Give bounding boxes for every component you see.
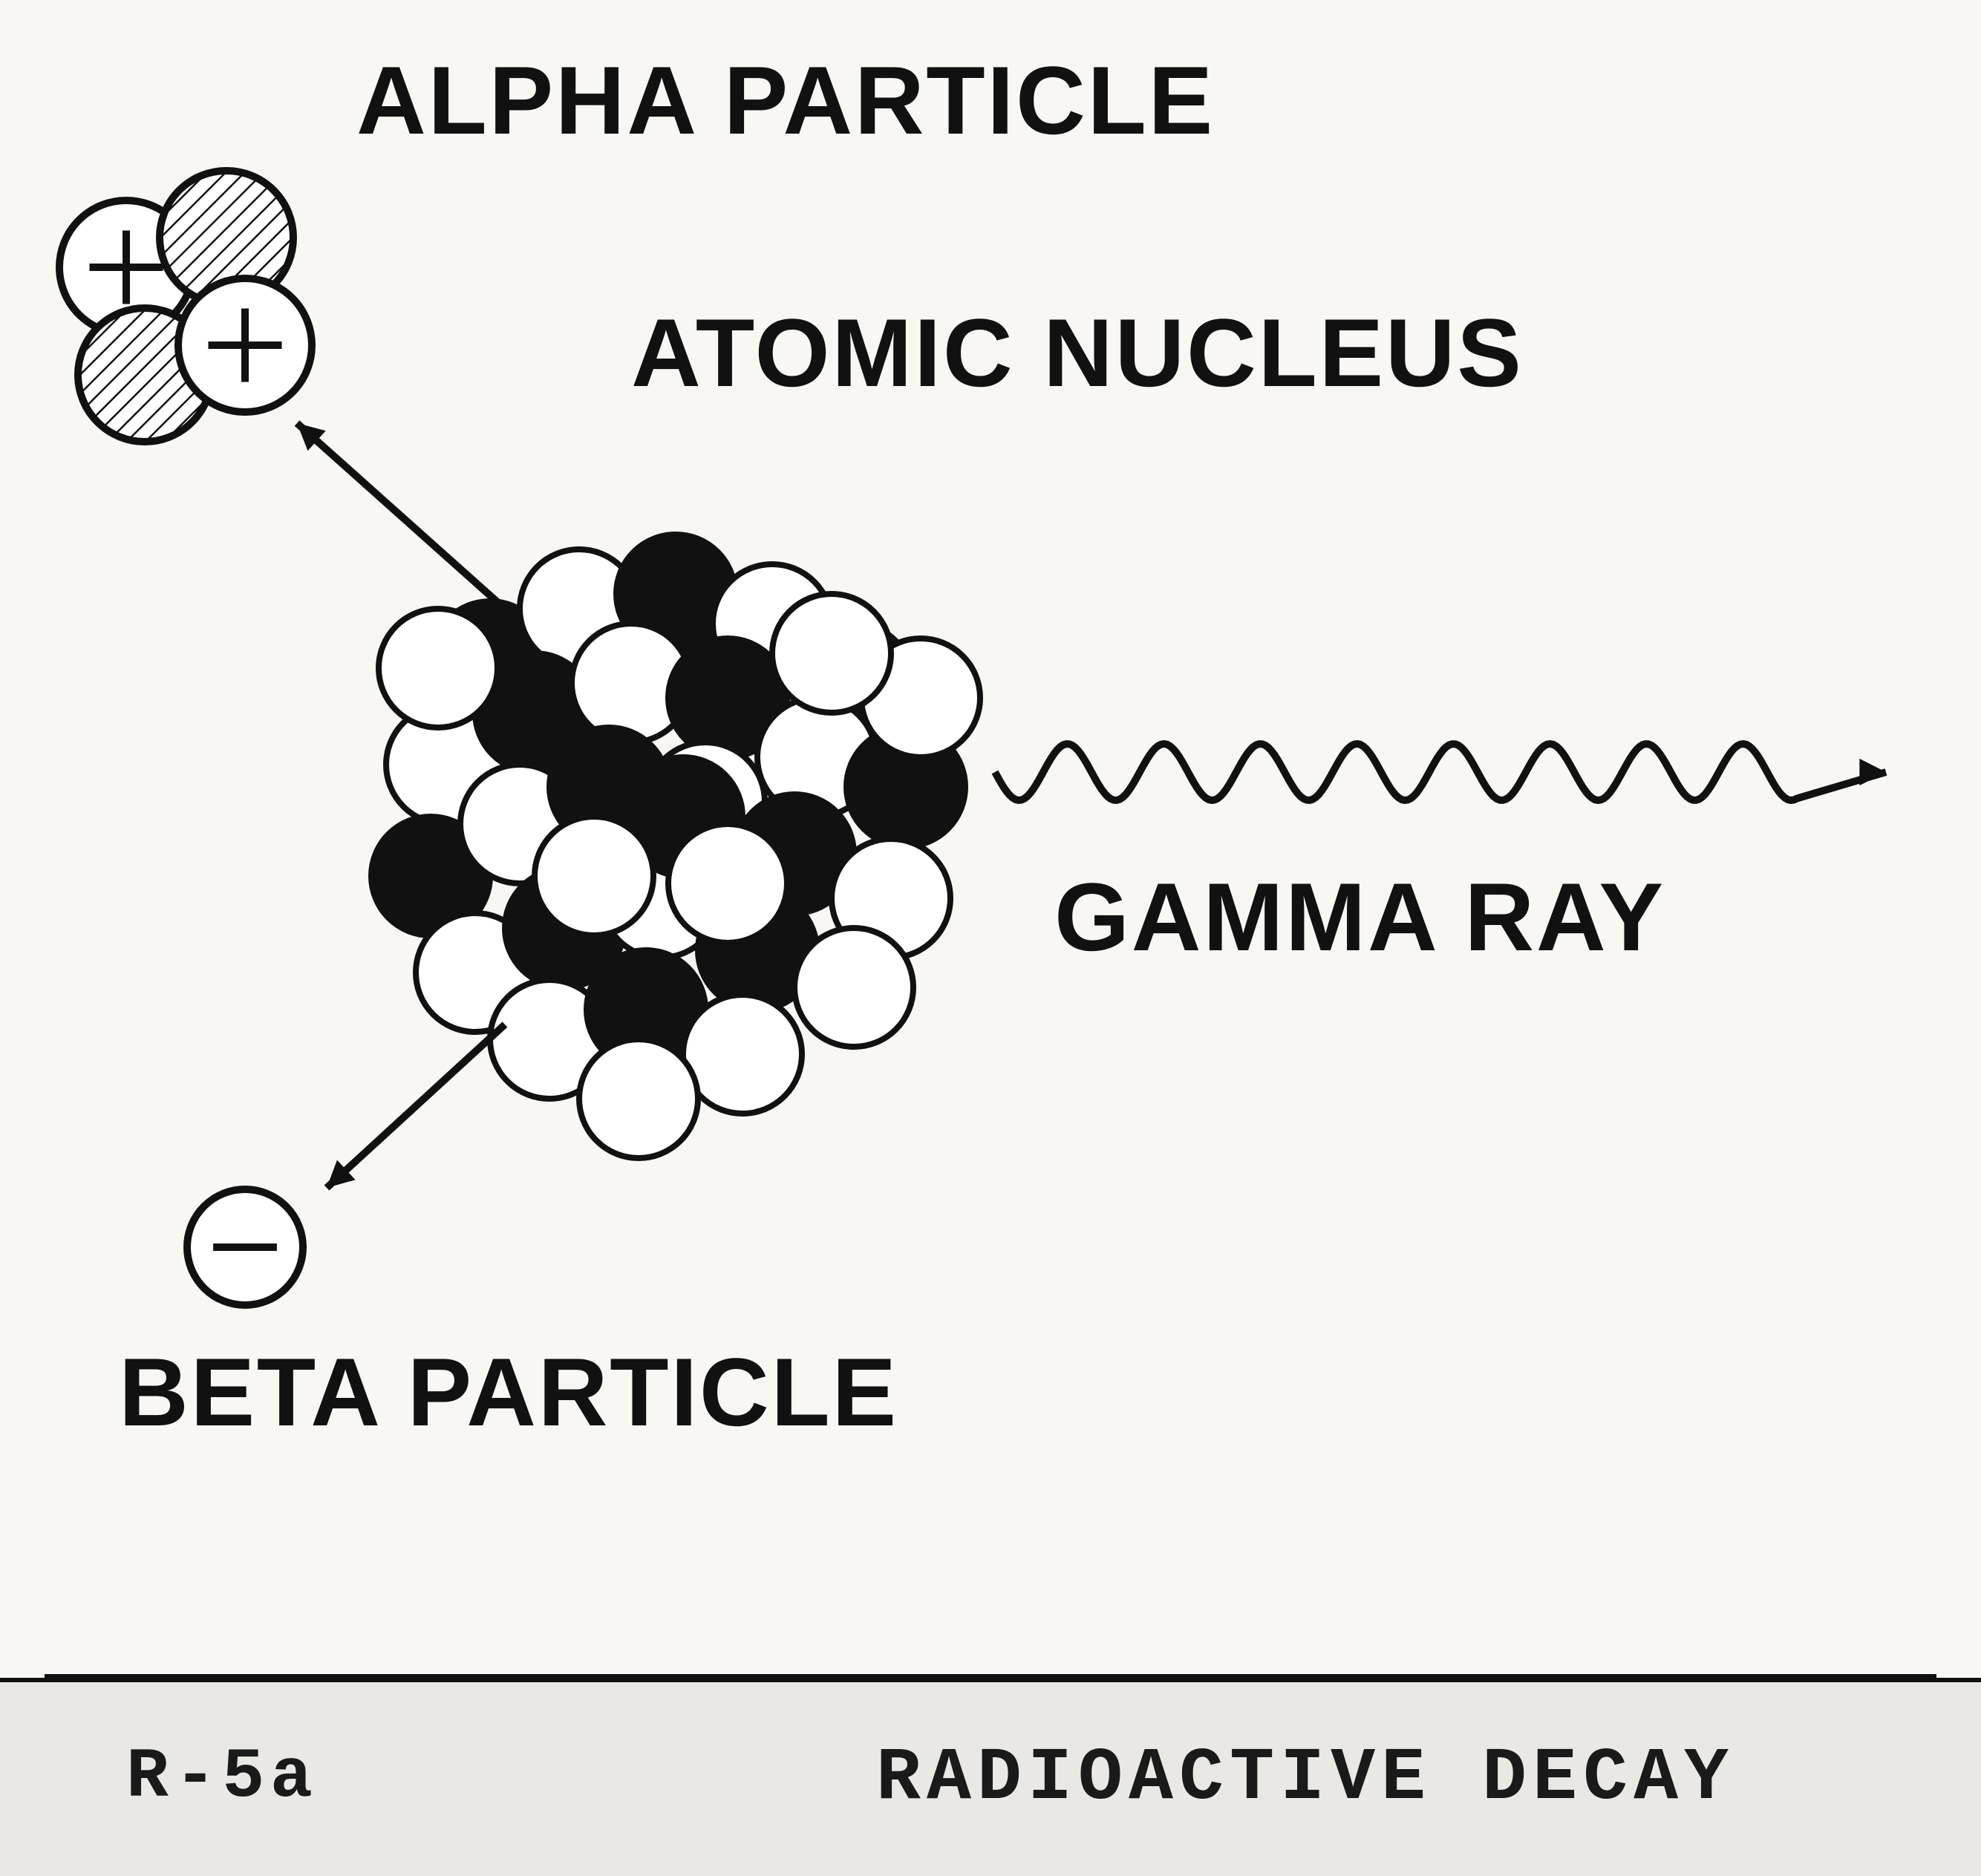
diagram-svg <box>0 0 1981 1876</box>
label-gamma-ray: GAMMA RAY <box>1054 861 1665 973</box>
label-alpha-particle: ALPHA PARTICLE <box>356 45 1215 156</box>
footer-title: RADIOACTIVE DECAY <box>876 1737 1734 1821</box>
label-atomic-nucleus: ATOMIC NUCLEUS <box>631 297 1524 408</box>
footer-code: R-5a <box>126 1737 318 1817</box>
label-beta-particle: BETA PARTICLE <box>119 1336 898 1448</box>
